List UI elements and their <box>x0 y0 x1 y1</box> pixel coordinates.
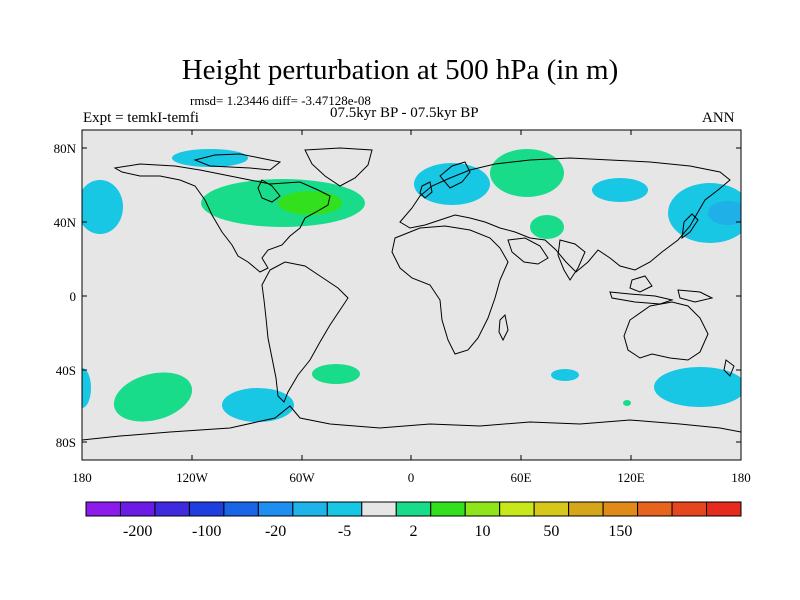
colorbar-swatch <box>188 501 225 517</box>
colorbar-swatch <box>292 501 328 517</box>
coast-scandinavia <box>439 161 471 189</box>
colorbar-swatch <box>430 501 466 517</box>
negative-anomalies <box>82 149 741 422</box>
colorbar-label: 50 <box>543 523 559 540</box>
lon-tick-label: 0 <box>408 470 415 485</box>
colorbar-swatch <box>533 501 570 517</box>
stats-text: rmsd= 1.23446 diff= -3.47128e-08 <box>190 93 371 108</box>
coast-arabia <box>507 237 549 265</box>
positive-anomalies <box>113 149 631 422</box>
colorbar-swatch <box>602 501 639 517</box>
coast-arctic-islands <box>193 153 282 171</box>
coast-british-isles <box>419 181 433 199</box>
anomaly-central-asia <box>592 178 648 202</box>
anomaly-north-america-core <box>278 191 342 215</box>
lon-tick-label: 180 <box>731 470 751 485</box>
lon-tick-label: 180 <box>72 470 92 485</box>
anomaly-nw-pacific-core <box>708 201 741 225</box>
lon-tick-label: 120E <box>617 470 645 485</box>
experiment-label: Expt = temkI-temfi <box>83 110 199 126</box>
colorbar-swatch <box>326 501 363 517</box>
coast-new-guinea <box>677 289 714 303</box>
coast-hudson-bay <box>257 179 281 203</box>
colorbar-label: -20 <box>265 523 286 540</box>
lat-tick-label: 0 <box>70 289 77 304</box>
anomaly-nw-europe <box>414 163 490 205</box>
coast-new-zealand <box>723 359 735 377</box>
colorbar-swatch <box>637 501 673 517</box>
lon-tick-label: 60E <box>511 470 532 485</box>
colorbar-swatch <box>223 501 259 517</box>
lon-tick-label: 60W <box>289 470 315 485</box>
colorbar-label: 2 <box>410 523 418 540</box>
coast-australia <box>623 301 709 361</box>
lat-tick-label: 40S <box>56 363 76 378</box>
colorbar-swatch <box>154 501 190 517</box>
colorbar-swatch <box>464 501 501 517</box>
lat-tick-label: 80S <box>56 435 76 450</box>
anomaly-north-pacific <box>82 180 123 234</box>
colorbar-swatch <box>568 501 604 517</box>
coast-antarctica <box>82 405 741 441</box>
anomaly-sw-pacific <box>654 367 741 407</box>
period-label: 07.5kyr BP - 07.5kyr BP <box>330 105 479 121</box>
colorbar-swatch <box>119 501 156 517</box>
anomaly-west-edge-south <box>82 368 91 408</box>
coast-eurasia <box>399 157 731 273</box>
season-label: ANN <box>702 110 735 126</box>
colorbar-swatch <box>395 501 432 517</box>
coast-south-america <box>261 261 349 403</box>
coast-indonesia <box>609 291 674 305</box>
lat-tick-label: 40N <box>54 215 77 230</box>
coast-japan <box>681 213 699 240</box>
lon-tick-label: 120W <box>176 470 209 485</box>
anomaly-arctic-canada <box>172 149 248 167</box>
coast-africa <box>391 225 509 355</box>
colorbar-swatch <box>706 501 742 517</box>
anomaly-nw-pacific <box>668 183 741 243</box>
page-title: Height perturbation at 500 hPa (in m) <box>181 54 619 86</box>
coastlines <box>82 147 741 441</box>
anomaly-se-pacific <box>222 388 294 422</box>
coast-greenland <box>304 147 373 187</box>
colorbar-swatch <box>499 501 535 517</box>
coast-india <box>557 239 586 281</box>
colorbar-label: -100 <box>192 523 221 540</box>
anomaly-small-south <box>623 400 631 406</box>
colorbar-label: -200 <box>123 523 152 540</box>
colorbar-swatch <box>671 501 708 517</box>
coast-borneo <box>629 275 653 293</box>
anomaly-south-pacific <box>113 372 193 422</box>
colorbar-label: -5 <box>338 523 351 540</box>
lat-tick-label: 80N <box>54 141 77 156</box>
anomaly-middle-east <box>530 215 564 239</box>
axis-ticks: 180 120W 60W 0 60E 120E 180 80N 40N 0 40S 80S <box>54 130 751 485</box>
coast-madagascar <box>498 313 509 342</box>
colorbar-swatch <box>361 501 397 517</box>
colorbar-swatch <box>85 501 121 517</box>
colorbar-label: 150 <box>608 523 632 540</box>
colorbar: -200 -100 -20 -5 2 10 50 150 <box>85 501 742 540</box>
anomaly-indian-ocean <box>551 369 579 381</box>
coast-north-america <box>113 163 331 273</box>
colorbar-label: 10 <box>474 523 490 540</box>
anomaly-siberia <box>490 149 564 197</box>
anomaly-south-atlantic <box>312 364 360 384</box>
colorbar-swatch <box>257 501 294 517</box>
